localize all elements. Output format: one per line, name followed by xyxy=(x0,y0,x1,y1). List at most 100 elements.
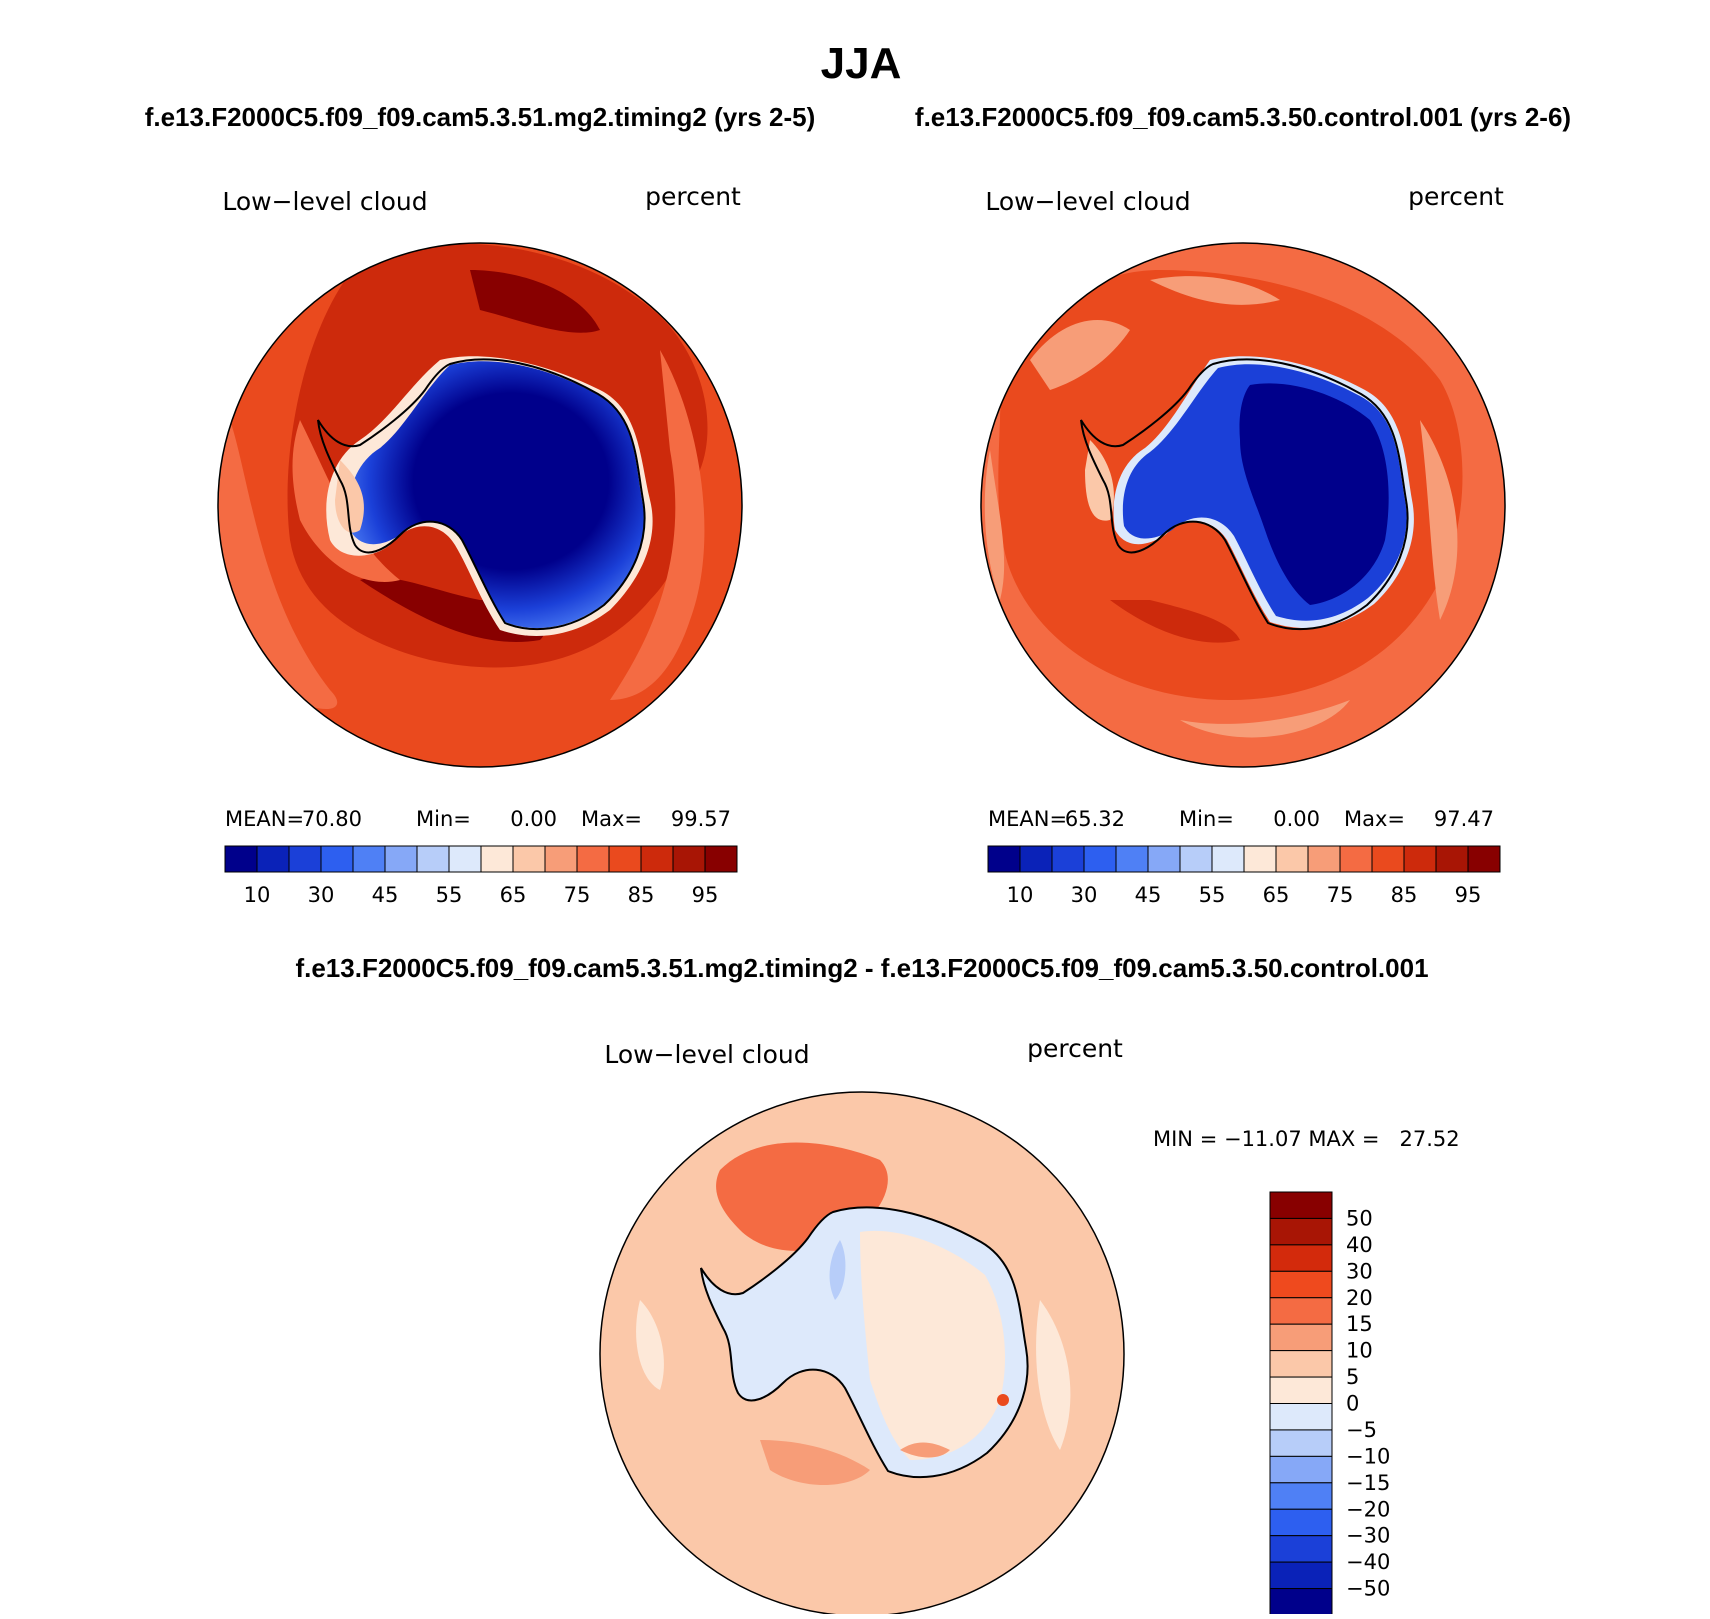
panel-a-colorbar-swatch xyxy=(608,845,642,873)
panel-a-colorbar-swatch xyxy=(384,845,418,873)
diff-colorbar-tick-label: 5 xyxy=(1346,1365,1359,1389)
panel-a-colorbar-swatch xyxy=(448,845,482,873)
panel-a-colorbar-tick-label: 55 xyxy=(436,883,463,907)
panel-b-colorbar-swatch xyxy=(1051,845,1085,873)
panel-b-colorbar-swatch xyxy=(1339,845,1373,873)
panel-a-colorbar-swatch xyxy=(416,845,450,873)
diff-colorbar-swatch xyxy=(1269,1429,1333,1457)
panel-b-min-value: 0.00 xyxy=(1273,807,1320,831)
panel-a-coastline xyxy=(317,358,646,631)
panel-a-colorbar-swatch xyxy=(480,845,514,873)
panel-b-colorbar-swatch xyxy=(987,845,1021,873)
panel-a-min-value: 0.00 xyxy=(510,807,557,831)
panel-a-colorbar-tick-label: 45 xyxy=(372,883,399,907)
panel-b-stats: MEAN= 65.32 Min= 0.00 Max= 97.47 xyxy=(988,807,1494,831)
panel-b-map xyxy=(981,243,1505,767)
panel-b-colorbar-tick-label: 30 xyxy=(1071,883,1098,907)
panel-a-min-label: Min= xyxy=(416,807,471,831)
panel-a-colorbar-swatch xyxy=(544,845,578,873)
diff-colorbar-tick-label: −10 xyxy=(1346,1444,1390,1468)
diff-colorbar-swatch xyxy=(1269,1244,1333,1272)
panel-b-variable: Low−level cloud xyxy=(985,187,1190,216)
panel-a-colorbar-tick-label: 30 xyxy=(308,883,335,907)
panel-b-mean-value: 65.32 xyxy=(1065,807,1125,831)
diff-colorbar-tick-label: −50 xyxy=(1346,1577,1390,1601)
panel-a-mean-value: 70.80 xyxy=(302,807,362,831)
panel-b-colorbar-swatch xyxy=(1243,845,1277,873)
diff-coastline xyxy=(700,1206,1029,1479)
panel-a-colorbar-tick-label: 75 xyxy=(564,883,591,907)
diff-colorbar-tick-label: −30 xyxy=(1346,1524,1390,1548)
diff-colorbar-swatch xyxy=(1269,1217,1333,1246)
panel-a-colorbar-swatch xyxy=(704,845,738,873)
diff-colorbar-swatch xyxy=(1269,1297,1333,1325)
panel-b-colorbar-tick-label: 55 xyxy=(1199,883,1226,907)
panel-b-colorbar-tick-label: 10 xyxy=(1007,883,1034,907)
panel-b-colorbar-swatch xyxy=(1371,845,1405,873)
panel-a-units: percent xyxy=(645,182,741,211)
panel-b-colorbar-swatch xyxy=(1115,845,1149,873)
panel-a: Low−level cloud percent MEAN= 70.80 Min=… xyxy=(217,182,743,907)
panel-a-colorbar-swatch xyxy=(288,845,322,873)
panel-a-colorbar-swatch xyxy=(320,845,354,873)
diff-title: f.e13.F2000C5.f09_f09.cam5.3.51.mg2.timi… xyxy=(295,953,1428,983)
panel-b-colorbar-swatch xyxy=(1083,845,1117,873)
panel-b-colorbar-swatch xyxy=(1019,845,1053,873)
diff-colorbar-swatch xyxy=(1269,1191,1333,1219)
panel-b-colorbar: 10 30 45 55 65 75 85 95 xyxy=(987,845,1501,907)
panel-b-colorbar-tick-label: 45 xyxy=(1135,883,1162,907)
diff-colorbar-swatch xyxy=(1269,1535,1333,1563)
panel-b-max-value: 97.47 xyxy=(1434,807,1494,831)
diff-colorbar-swatch xyxy=(1269,1376,1333,1404)
diff-stats: MIN = −11.07 MAX = 27.52 xyxy=(1153,1127,1460,1151)
panel-b-colorbar-swatch xyxy=(1307,845,1341,873)
diff-colorbar-tick-label: 15 xyxy=(1346,1312,1373,1336)
panel-a-map-border xyxy=(217,242,743,768)
diff-colorbar-tick-label: −40 xyxy=(1346,1550,1390,1574)
panel-a-colorbar-swatch xyxy=(224,845,258,873)
panel-b-coastline xyxy=(1080,358,1409,631)
panel-a-colorbar-tick-label: 65 xyxy=(500,883,527,907)
panel-b-colorbar-swatch xyxy=(1147,845,1181,873)
panel-a-colorbar-tick-label: 85 xyxy=(628,883,655,907)
diff-variable: Low−level cloud xyxy=(604,1040,809,1069)
panel-b-colorbar-swatch xyxy=(1435,845,1469,873)
case-b-title: f.e13.F2000C5.f09_f09.cam5.3.50.control.… xyxy=(915,102,1571,132)
diff-panel: Low−level cloud percent MIN = −11.07 MAX… xyxy=(599,1034,1460,1617)
panel-a-colorbar-swatch xyxy=(640,845,674,873)
panel-a-colorbar-swatch xyxy=(352,845,386,873)
diff-colorbar-swatch xyxy=(1269,1455,1333,1484)
panel-a-colorbar-tick-label: 10 xyxy=(244,883,271,907)
diff-colorbar-swatch xyxy=(1269,1508,1333,1537)
panel-b-colorbar-swatch xyxy=(1467,845,1501,873)
panel-a-max-label: Max= xyxy=(581,807,642,831)
diff-colorbar-tick-label: 30 xyxy=(1346,1259,1373,1283)
panel-b-mean-label: MEAN= xyxy=(988,807,1067,831)
diff-colorbar-tick-label: −5 xyxy=(1346,1418,1377,1442)
diff-colorbar-swatch xyxy=(1269,1270,1333,1299)
panel-b-colorbar-tick-label: 95 xyxy=(1455,883,1482,907)
season-title: JJA xyxy=(821,39,902,88)
panel-b-colorbar-swatch xyxy=(1403,845,1437,873)
diff-colorbar-swatch xyxy=(1269,1588,1333,1616)
diff-colorbar-swatch xyxy=(1269,1403,1333,1431)
diff-units: percent xyxy=(1027,1034,1123,1063)
panel-a-colorbar-swatch xyxy=(512,845,546,873)
diff-colorbar-swatch xyxy=(1269,1561,1333,1590)
panel-b-colorbar-tick-label: 75 xyxy=(1327,883,1354,907)
panel-a-colorbar-tick-label: 95 xyxy=(692,883,719,907)
panel-b-colorbar-swatch xyxy=(1275,845,1309,873)
panel-a-max-value: 99.57 xyxy=(671,807,731,831)
case-a-title: f.e13.F2000C5.f09_f09.cam5.3.51.mg2.timi… xyxy=(145,102,816,132)
panel-a-mean-label: MEAN= xyxy=(225,807,304,831)
diff-colorbar-swatch xyxy=(1269,1350,1333,1378)
panel-a-variable: Low−level cloud xyxy=(222,187,427,216)
diff-colorbar-tick-label: 50 xyxy=(1346,1206,1373,1230)
diff-colorbar-tick-label: 0 xyxy=(1346,1392,1359,1416)
panel-b-min-label: Min= xyxy=(1179,807,1234,831)
panel-a-colorbar-swatch xyxy=(576,845,610,873)
panel-a-colorbar: 10 30 45 55 65 75 85 95 xyxy=(224,845,738,907)
panel-b-colorbar-tick-label: 65 xyxy=(1263,883,1290,907)
